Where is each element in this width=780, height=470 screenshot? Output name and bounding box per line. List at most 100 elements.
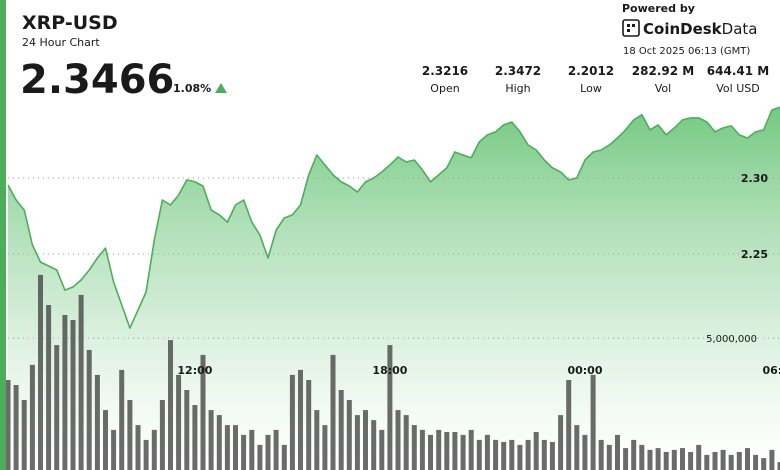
volume-bar xyxy=(298,369,303,470)
volume-bar xyxy=(338,390,344,470)
volume-bar xyxy=(306,380,312,470)
volume-bar xyxy=(5,380,11,470)
volume-bar xyxy=(517,444,523,470)
x-tick-label: 18:00 xyxy=(372,364,407,377)
volume-bar xyxy=(509,439,515,470)
stat-label: Vol USD xyxy=(716,82,759,95)
up-arrow xyxy=(215,83,227,93)
stat-label: Vol xyxy=(655,82,671,95)
volume-bar xyxy=(484,434,490,470)
volume-bar xyxy=(200,354,206,470)
volume-bar xyxy=(501,442,507,470)
volume-bar xyxy=(460,434,466,470)
volume-bar xyxy=(655,448,661,470)
powered-by: Powered by xyxy=(622,2,695,15)
price-line xyxy=(7,106,780,329)
volume-bar xyxy=(78,294,84,470)
volume-bar xyxy=(94,374,100,470)
symbol: XRP-USD xyxy=(22,12,118,34)
volume-bar xyxy=(493,439,499,470)
volume-bar xyxy=(728,454,734,470)
volume-bar xyxy=(208,410,214,470)
volume-bar xyxy=(419,429,425,470)
volume-bar xyxy=(159,400,165,470)
volume-bar xyxy=(168,340,173,470)
volume-bar xyxy=(241,434,247,470)
volume-bar xyxy=(663,452,669,470)
volume-bar xyxy=(70,320,76,470)
volume-bar xyxy=(468,429,474,470)
x-tick-label: 12:00 xyxy=(177,364,212,377)
volume-bar xyxy=(720,449,726,470)
volume-bar xyxy=(549,442,555,470)
y-tick-label: 2.30 xyxy=(741,172,768,185)
brand-logo xyxy=(622,19,640,37)
volume-bar xyxy=(647,449,653,470)
volume-bar xyxy=(712,452,718,470)
volume-bar xyxy=(176,374,182,470)
volume-bar xyxy=(354,415,360,470)
volume-bar xyxy=(257,444,263,470)
volume-bar xyxy=(671,449,677,470)
volume-bar xyxy=(452,432,458,470)
volume-bar xyxy=(631,439,637,470)
volume-bar xyxy=(322,425,328,470)
volume-bar xyxy=(761,458,767,470)
volume-bar xyxy=(21,400,27,470)
change: 1.08% xyxy=(173,82,211,95)
volume-bar xyxy=(363,410,368,470)
stat-label: Low xyxy=(580,82,602,95)
volume-bar xyxy=(314,410,320,470)
volume-bar xyxy=(216,415,222,470)
volume-bar xyxy=(403,415,409,470)
stat-label: High xyxy=(505,82,530,95)
stat-value: 644.41 M xyxy=(707,64,769,78)
volume-bar xyxy=(54,345,60,470)
stat-value: 2.2012 xyxy=(568,64,614,78)
volume-bar xyxy=(533,432,539,470)
volume-bar xyxy=(623,448,629,470)
stat-label: Open xyxy=(430,82,459,95)
volume-bar xyxy=(696,444,702,470)
volume-bar xyxy=(330,354,336,470)
volume-bar xyxy=(371,420,377,470)
volume-bar xyxy=(135,425,141,470)
volume-bar xyxy=(428,434,433,470)
volume-bar xyxy=(29,364,35,470)
volume-bar xyxy=(249,429,255,470)
volume-bar xyxy=(598,439,604,470)
volume-bar xyxy=(86,349,92,470)
volume-bar xyxy=(525,439,531,470)
volume-bar xyxy=(62,315,68,470)
volume-bar xyxy=(13,385,19,470)
brand-main: CoinDesk xyxy=(643,20,723,38)
volume-bar xyxy=(558,415,564,470)
volume-bar xyxy=(395,410,401,470)
volume-bar xyxy=(103,410,108,470)
volume-bar xyxy=(151,429,157,470)
volume-bar xyxy=(192,405,198,470)
volume-bar xyxy=(46,305,52,470)
volume-bar xyxy=(590,374,596,470)
volume-bar xyxy=(444,432,450,470)
volume-bar xyxy=(745,448,750,470)
stat-value: 2.3472 xyxy=(495,64,541,78)
edge-accent xyxy=(0,0,6,470)
volume-bar xyxy=(346,400,352,470)
volume-bar xyxy=(265,434,271,470)
volume-bar xyxy=(281,444,287,470)
header: XRP-USD 24 Hour Chart 2.3466 1.08% 2.321… xyxy=(20,2,769,103)
last-price: 2.3466 xyxy=(20,57,174,103)
y-tick-label: 2.25 xyxy=(741,248,768,261)
volume-bar xyxy=(541,439,547,470)
volume-bar xyxy=(111,429,117,470)
volume-bar xyxy=(119,369,125,470)
volume-bar xyxy=(615,434,620,470)
period: 24 Hour Chart xyxy=(22,36,100,49)
x-tick-label: 00:00 xyxy=(567,364,602,377)
volume-bar xyxy=(184,390,190,470)
y2-tick-label: 5,000,000 xyxy=(706,334,757,345)
timestamp: 18 Oct 2025 06:13 (GMT) xyxy=(623,46,750,57)
volume-bar xyxy=(387,345,393,470)
